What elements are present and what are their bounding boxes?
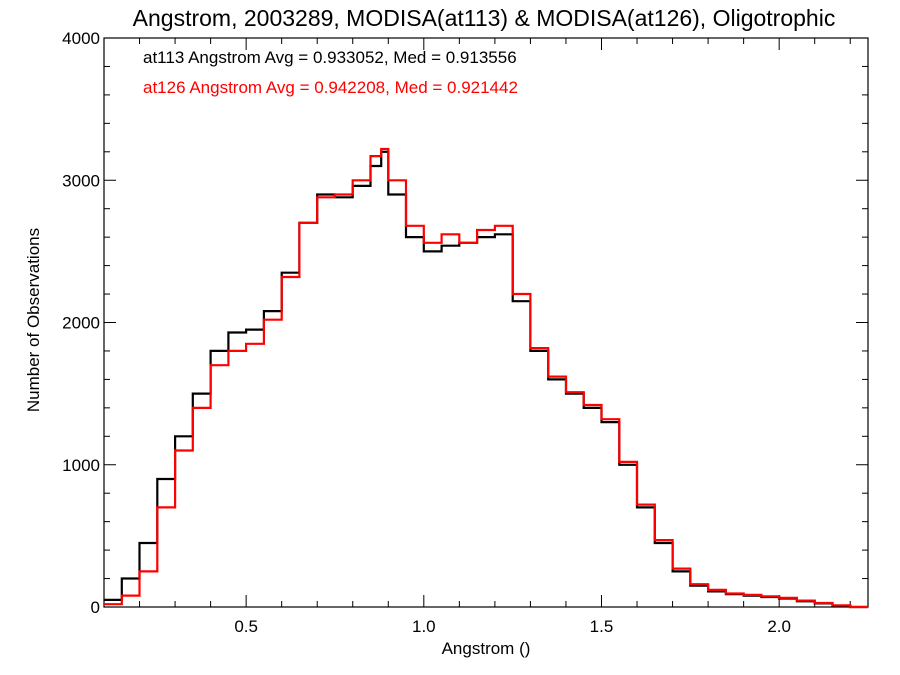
x-tick-label: 1.0	[412, 617, 436, 636]
chart-title: Angstrom, 2003289, MODISA(at113) & MODIS…	[133, 5, 836, 31]
plot-frame	[103, 37, 869, 608]
x-tick-labels: 0.5 1.0 1.5 2.0	[234, 617, 791, 636]
axis-ticks	[103, 37, 868, 608]
y-tick-label: 2000	[62, 314, 100, 333]
y-tick-label: 3000	[62, 171, 100, 190]
x-tick-label: 1.5	[590, 617, 614, 636]
series-line-1	[104, 147, 868, 609]
y-tick-label: 4000	[62, 29, 100, 48]
y-tick-label: 1000	[62, 456, 100, 475]
y-tick-labels: 0 1000 2000 3000 4000	[62, 29, 100, 617]
annotation-at113: at113 Angstrom Avg = 0.933052, Med = 0.9…	[143, 48, 517, 67]
y-axis-title: Number of Observations	[24, 228, 43, 412]
x-axis-title: Angstrom ()	[442, 639, 531, 658]
x-tick-label: 0.5	[234, 617, 258, 636]
series-line-0	[104, 150, 868, 609]
y-tick-label: 0	[91, 598, 100, 617]
series-layer	[104, 147, 868, 609]
x-tick-label: 2.0	[767, 617, 791, 636]
annotation-at126: at126 Angstrom Avg = 0.942208, Med = 0.9…	[143, 78, 518, 97]
